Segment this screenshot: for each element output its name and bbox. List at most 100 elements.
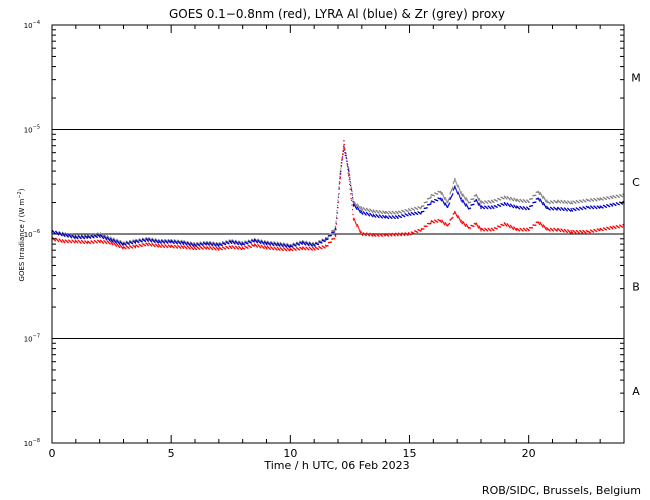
data-point: [408, 233, 411, 235]
data-point: [505, 224, 507, 226]
data-point: [348, 179, 350, 181]
data-point: [173, 247, 175, 249]
data-point: [450, 196, 453, 198]
data-point: [542, 226, 544, 228]
data-point: [247, 247, 249, 249]
data-point: [99, 233, 101, 235]
data-point: [452, 193, 454, 195]
data-point: [508, 225, 510, 227]
data-point: [144, 245, 147, 247]
data-point: [70, 242, 73, 244]
data-point: [301, 242, 303, 244]
flare-class-lines: [52, 129, 624, 339]
data-point: [589, 200, 591, 203]
data-point: [350, 199, 353, 201]
data-point: [539, 200, 541, 202]
data-point: [443, 222, 445, 224]
data-point: [356, 203, 359, 205]
data-point: [575, 232, 577, 234]
data-point: [102, 242, 105, 244]
data-point: [528, 208, 530, 210]
data-point: [457, 192, 460, 194]
data-point: [570, 231, 573, 233]
data-point: [504, 223, 506, 225]
data-point: [499, 205, 502, 207]
data-point: [99, 236, 101, 238]
data-point: [337, 206, 339, 209]
y-tick-base: 10: [24, 127, 33, 135]
data-point: [167, 241, 169, 243]
data-point: [463, 223, 465, 225]
data-point: [420, 208, 422, 210]
data-point: [461, 195, 464, 197]
data-point: [528, 229, 530, 231]
data-point: [410, 210, 412, 212]
data-point: [110, 237, 112, 239]
data-point: [157, 246, 159, 248]
data-point: [447, 205, 449, 207]
data-point: [134, 241, 137, 243]
data-point: [295, 245, 297, 247]
data-point: [543, 203, 545, 205]
data-point: [408, 209, 411, 211]
data-point: [122, 247, 125, 249]
data-point: [592, 231, 595, 233]
data-point: [480, 207, 482, 210]
data-point: [180, 243, 182, 245]
data-point: [444, 198, 446, 200]
data-point: [193, 246, 196, 248]
data-point: [99, 240, 101, 242]
data-point: [408, 232, 410, 234]
data-point: [462, 220, 464, 223]
data-point: [451, 194, 453, 196]
data-point: [396, 212, 399, 214]
data-point: [208, 248, 210, 250]
data-point: [539, 222, 542, 224]
data-point: [325, 244, 327, 246]
data-point: [464, 204, 466, 206]
data-point: [549, 202, 551, 205]
data-point: [340, 170, 342, 172]
data-point: [513, 227, 515, 229]
data-point: [448, 198, 450, 200]
data-point: [176, 242, 178, 244]
data-point: [446, 224, 448, 226]
data-point: [571, 210, 574, 212]
data-point: [599, 206, 601, 208]
data-point: [352, 204, 355, 206]
data-point: [452, 182, 454, 184]
data-point: [186, 244, 188, 246]
data-point: [571, 232, 574, 234]
data-point: [539, 221, 541, 223]
data-point: [182, 243, 185, 245]
data-point: [160, 246, 162, 248]
data-point: [61, 235, 63, 237]
data-point: [448, 197, 451, 199]
data-point: [112, 241, 115, 244]
data-point: [180, 242, 182, 244]
data-point: [111, 243, 113, 245]
data-point: [464, 203, 466, 205]
data-point: [122, 243, 125, 245]
data-point: [540, 201, 543, 203]
data-point: [609, 206, 611, 208]
data-point: [441, 220, 443, 222]
data-point: [100, 233, 102, 235]
data-point: [131, 243, 134, 245]
data-point: [80, 242, 82, 244]
data-point: [442, 200, 444, 202]
data-point: [547, 229, 549, 231]
data-point: [106, 237, 108, 239]
data-point: [115, 241, 117, 243]
data-point: [154, 245, 156, 248]
data-point: [289, 248, 291, 251]
data-point: [589, 232, 591, 234]
data-point: [611, 196, 613, 198]
data-point: [478, 225, 480, 227]
data-point: [457, 186, 460, 188]
data-point: [362, 213, 364, 215]
data-point: [540, 224, 543, 226]
data-point: [70, 237, 73, 239]
data-point: [325, 245, 327, 248]
data-point: [535, 201, 537, 203]
